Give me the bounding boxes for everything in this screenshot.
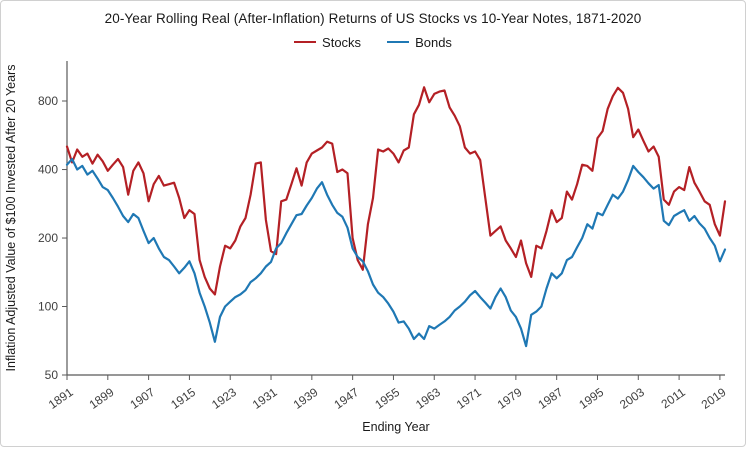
x-tick-label: 1915	[168, 385, 198, 412]
x-tick-label: 1907	[127, 385, 157, 412]
x-tick-label: 1939	[291, 385, 321, 412]
chart-title: 20-Year Rolling Real (After-Inflation) R…	[104, 11, 642, 26]
plot-svg: 50 100 200 400 800 1891 1899 1907 1915 1923 1931 19…	[4, 61, 729, 434]
stocks-line	[65, 86, 727, 296]
legend-label-stocks: Stocks	[322, 34, 362, 50]
x-tick-label: 1955	[372, 385, 402, 412]
x-axis-label: Ending Year	[362, 420, 429, 434]
x-tick-label: 1987	[535, 385, 565, 412]
x-tick-label: 1963	[413, 385, 443, 412]
x-tick-label: 1971	[454, 385, 484, 412]
x-tick-label: 1979	[495, 385, 525, 412]
y-tick-label: 400	[38, 163, 58, 177]
x-tick-label: 2011	[659, 385, 688, 411]
x-tick-label: 1931	[250, 385, 280, 412]
y-tick-label: 200	[38, 231, 58, 245]
x-tick-label: 2019	[699, 385, 729, 412]
x-tick-label: 1891	[46, 385, 76, 412]
x-tick-label: 1923	[209, 385, 239, 412]
legend-label-bonds: Bonds	[415, 34, 452, 50]
x-tick-label: 1947	[331, 385, 361, 412]
x-tick-label: 1899	[87, 385, 117, 412]
bonds-line-swatch	[387, 41, 410, 43]
bonds-line	[65, 157, 727, 348]
legend-item-stocks: Stocks	[294, 35, 361, 50]
x-tick-label: 2003	[617, 385, 647, 412]
x-tick-label: 1995	[576, 385, 606, 412]
legend: Stocks Bonds	[1, 33, 745, 51]
stocks-line-swatch	[294, 41, 317, 43]
y-axis-label: Inflation Adjusted Value of $100 Investe…	[4, 65, 18, 372]
legend-item-bonds: Bonds	[387, 35, 452, 50]
y-tick-label: 100	[38, 300, 58, 314]
y-tick-label: 50	[45, 368, 59, 382]
y-tick-label: 800	[38, 94, 58, 108]
